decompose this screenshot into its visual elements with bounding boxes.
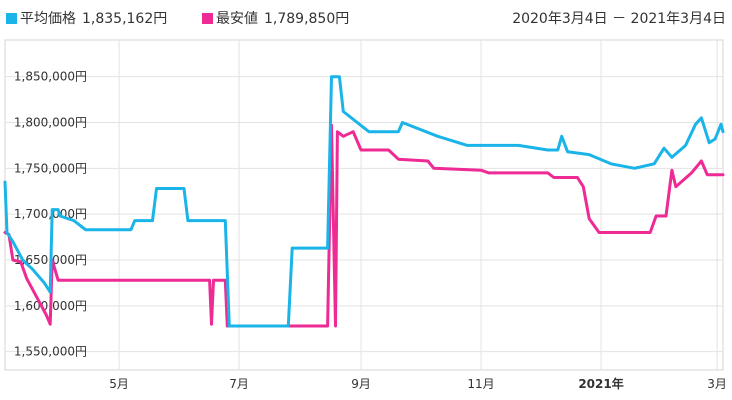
- legend-lowest-name: 最安値: [216, 11, 258, 27]
- date-range: 2020年3月4日 － 2021年3月4日: [512, 11, 726, 27]
- plot-frame: [4, 39, 724, 371]
- x-tick-label: 2021年: [578, 376, 623, 391]
- y-tick-label: 1,550,000円: [14, 345, 87, 359]
- y-axis-ticks: 1,550,000円1,600,000円1,650,000円1,700,000円…: [14, 70, 87, 359]
- series-lines: [3, 75, 725, 328]
- legend-average-value: 1,835,162円: [82, 11, 168, 27]
- x-tick-label: 5月: [109, 377, 129, 391]
- legend-average-swatch: [6, 12, 17, 24]
- legend-lowest: 最安値 1,789,850円: [202, 8, 349, 28]
- x-axis-ticks: 5月 7月 9月 11月 2021年 3月: [109, 376, 727, 391]
- x-tick-label: 11月: [467, 377, 494, 391]
- y-tick-label: 1,800,000円: [14, 116, 87, 130]
- legend-average: 平均価格 1,835,162円: [6, 8, 167, 28]
- x-tick-label: 9月: [351, 377, 371, 391]
- series-lowest-price-line: [3, 123, 725, 328]
- legend-lowest-swatch: [202, 12, 213, 24]
- series-average-price-line: [3, 75, 725, 328]
- y-tick-label: 1,850,000円: [14, 70, 87, 84]
- x-tick-label: 3月: [707, 377, 727, 391]
- x-tick-label: 7月: [229, 377, 249, 391]
- grid-lines: [5, 40, 723, 370]
- legend-lowest-value: 1,789,850円: [264, 11, 350, 27]
- legend-average-name: 平均価格: [20, 11, 76, 27]
- y-tick-label: 1,750,000円: [14, 161, 87, 175]
- y-tick-label: 1,700,000円: [14, 207, 87, 221]
